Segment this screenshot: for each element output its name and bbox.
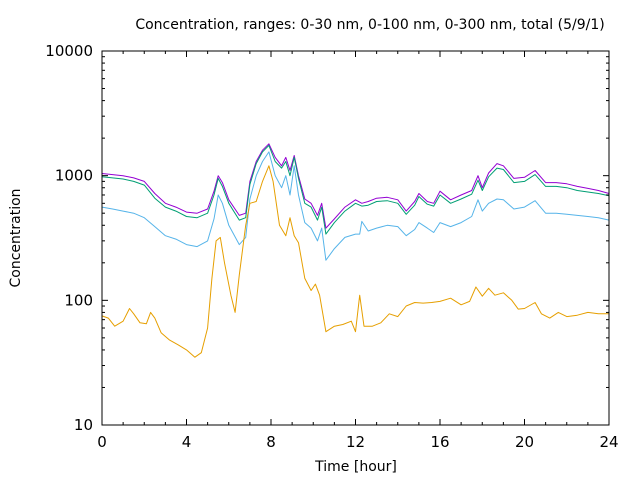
ticks-layer: 0 4 8 12 16 20 24 10 100 1000 10000 xyxy=(45,42,618,451)
y-axis-label: Concentration xyxy=(8,188,24,287)
series-line-0-30-nm xyxy=(101,165,609,358)
x-tick-label: 12 xyxy=(346,433,365,451)
x-tick-label: 4 xyxy=(182,433,192,451)
x-tick-label: 24 xyxy=(599,433,618,451)
x-tick-label: 0 xyxy=(97,433,107,451)
y-tick-label: 10000 xyxy=(45,42,93,60)
y-tick-label: 100 xyxy=(64,291,93,309)
x-tick-label: 8 xyxy=(266,433,276,451)
series-line-0-100-nm xyxy=(101,151,610,261)
series-line-total xyxy=(101,143,610,229)
series-line-0-300-nm xyxy=(101,144,610,235)
chart-title: Concentration, ranges: 0-30 nm, 0-100 nm… xyxy=(135,17,604,33)
x-axis-label: Time [hour] xyxy=(314,459,397,475)
x-tick-label: 20 xyxy=(515,433,534,451)
series-layer xyxy=(101,143,610,358)
x-tick-label: 16 xyxy=(430,433,449,451)
y-tick-label: 1000 xyxy=(55,167,93,185)
y-tick-label: 10 xyxy=(74,416,93,434)
plot-frame xyxy=(101,50,610,426)
